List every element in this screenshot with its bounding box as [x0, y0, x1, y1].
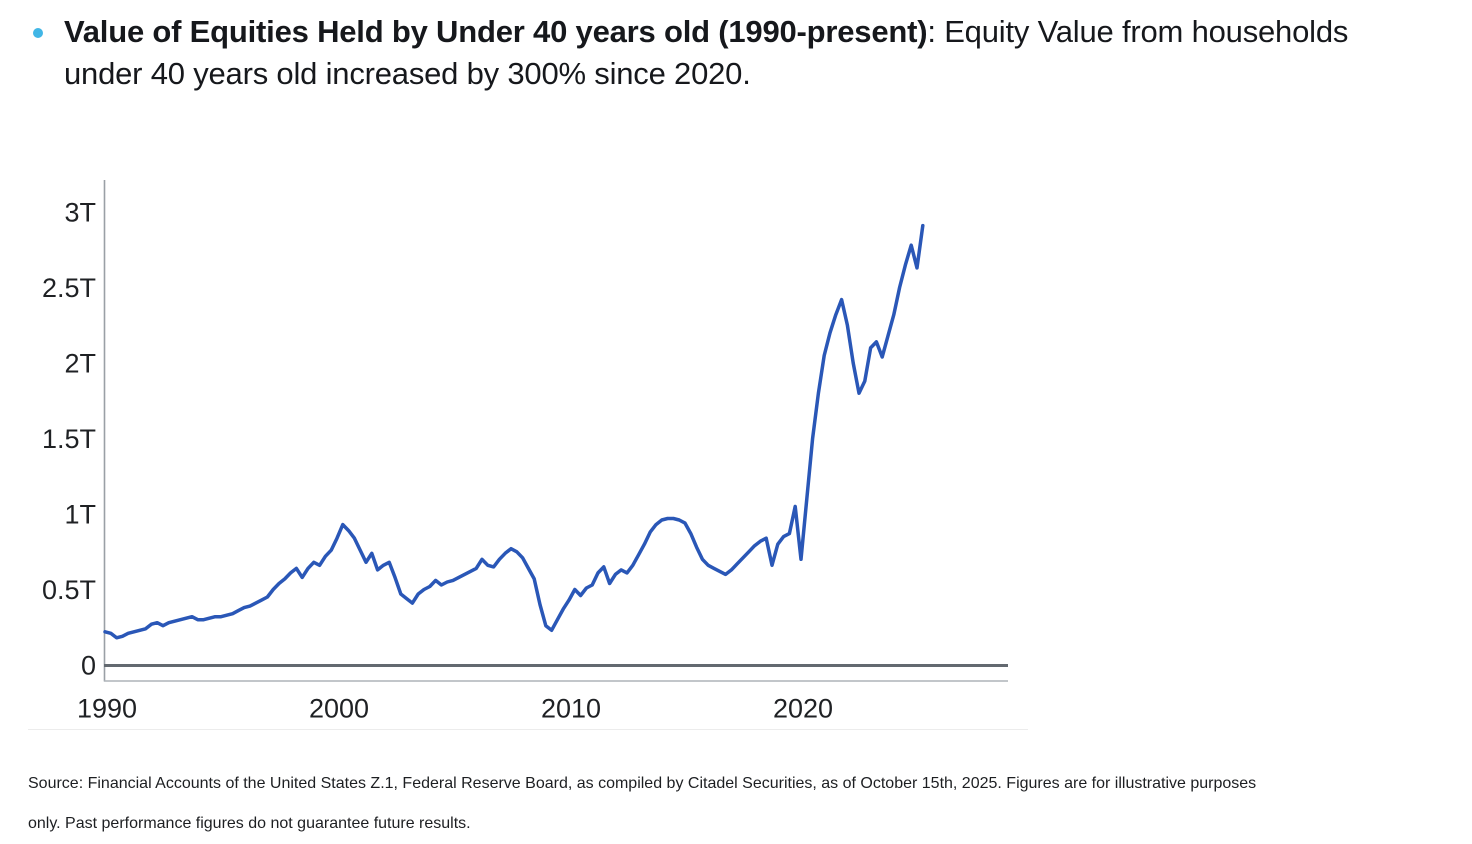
- x-tick-label: 2000: [309, 694, 369, 724]
- source-footnote: Source: Financial Accounts of the United…: [28, 764, 1464, 844]
- equity-line: [103, 223, 925, 640]
- chart-caption-bold: Value of Equities Held by Under 40 years…: [64, 14, 928, 49]
- y-tick-label: 2.5T: [42, 273, 96, 303]
- chart-caption: Value of Equities Held by Under 40 years…: [64, 11, 1400, 95]
- divider: [28, 729, 1028, 730]
- x-tick-label: 2010: [541, 694, 601, 724]
- source-footnote-line2: only. Past performance figures do not gu…: [28, 815, 471, 832]
- x-tick-label: 2020: [773, 694, 833, 724]
- bullet-icon: [33, 28, 43, 38]
- y-tick-label: 2T: [64, 349, 96, 379]
- source-footnote-line1: Source: Financial Accounts of the United…: [28, 775, 1257, 792]
- equity-chart: 3T 2.5T 2T 1.5T 1T 0.5T 0 1990 2000 2010 2020: [0, 170, 1060, 740]
- x-tick-label: 1990: [77, 694, 137, 724]
- equity-line-chart: 3T 2.5T 2T 1.5T 1T 0.5T 0 1990 2000 2010 2020: [42, 180, 1008, 724]
- chart-caption-regular: : Equity Value from households under 40 …: [64, 14, 1349, 91]
- y-tick-label: 1.5T: [42, 424, 96, 454]
- y-tick-label: 0: [81, 651, 96, 681]
- y-tick-label: 1T: [64, 500, 96, 530]
- y-tick-label: 0.5T: [42, 575, 96, 605]
- y-tick-label: 3T: [64, 198, 96, 228]
